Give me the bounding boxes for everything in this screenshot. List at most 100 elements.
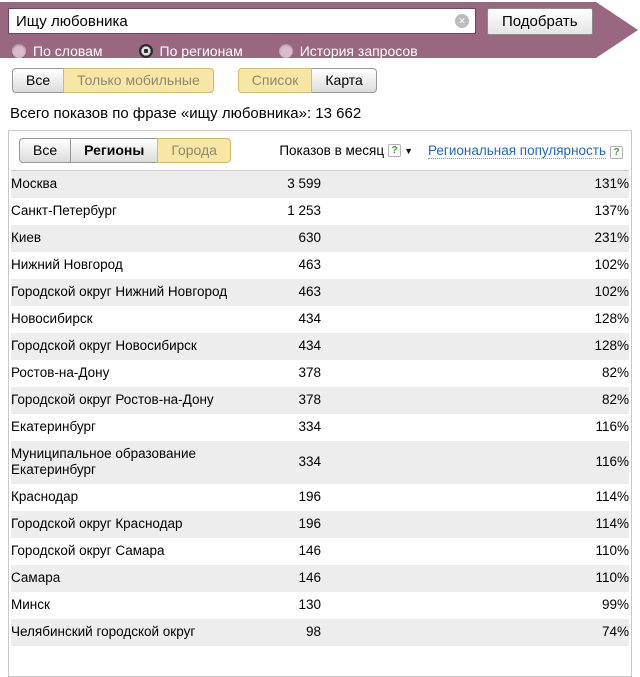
table-row: Городской округ Ростов-на-Дону 378 82% <box>11 387 629 414</box>
popularity-value: 131% <box>321 171 629 198</box>
search-input-wrap: ✕ <box>8 8 476 34</box>
tab-all[interactable]: Все <box>19 138 72 163</box>
shows-column-header[interactable]: Показов в месяц ? ▼ <box>279 143 413 158</box>
regions-data-table: Москва 3 599 131% Санкт-Петербург 1 253 … <box>11 171 629 646</box>
radio-on-icon <box>138 44 153 58</box>
shows-value: 334 <box>241 441 321 484</box>
popularity-value: 128% <box>321 333 629 360</box>
region-name: Санкт-Петербург <box>11 203 117 218</box>
mode-radio-by-regions[interactable]: По регионам <box>138 43 243 59</box>
view-filter-group: Список Карта <box>237 68 377 93</box>
region-name: Нижний Новгород <box>11 257 123 272</box>
table-row: Санкт-Петербург 1 253 137% <box>11 198 629 225</box>
region-name: Киев <box>11 225 241 252</box>
table-row: Ростов-на-Дону 378 82% <box>11 360 629 387</box>
filter-all-button[interactable]: Все <box>12 68 65 93</box>
popularity-value: 116% <box>595 419 629 434</box>
search-input[interactable] <box>8 8 476 34</box>
submit-button[interactable]: Подобрать <box>487 8 593 35</box>
clear-icon[interactable]: ✕ <box>455 14 469 28</box>
shows-value: 196 <box>298 489 321 504</box>
region-name: Городской округ Краснодар <box>11 511 241 538</box>
region-name: Городской округ Ростов-на-Дону <box>11 387 241 414</box>
table-row: Городской округ Нижний Новгород 463 102% <box>11 279 629 306</box>
filters-bar: Все Только мобильные Список Карта <box>12 68 640 93</box>
table-row: Москва 3 599 131% <box>11 171 629 198</box>
search-mode-radios: По словам По регионам История запросов <box>12 43 638 59</box>
table-row: Новосибирск 434 128% <box>11 306 629 333</box>
shows-value: 1 253 <box>287 203 321 218</box>
popularity-value: 102% <box>321 279 629 306</box>
radio-off-icon <box>278 44 293 58</box>
region-name: Самара <box>11 565 241 592</box>
mode-radio-label: По регионам <box>159 43 243 59</box>
popularity-value: 128% <box>594 311 629 326</box>
table-row: Челябинский городской округ 98 74% <box>11 619 629 646</box>
shows-value: 98 <box>241 619 321 646</box>
table-row: Краснодар 196 114% <box>11 484 629 511</box>
help-icon[interactable]: ? <box>388 144 402 157</box>
region-name: Минск <box>11 597 50 612</box>
region-name: Городской округ Новосибирск <box>11 333 241 360</box>
region-name: Городской округ Нижний Новгород <box>11 279 241 306</box>
view-map-button[interactable]: Карта <box>311 68 377 93</box>
tab-cities[interactable]: Города <box>157 138 231 163</box>
popularity-value: 231% <box>321 225 629 252</box>
shows-value: 434 <box>298 311 321 326</box>
shows-value: 463 <box>241 279 321 306</box>
popularity-value: 114% <box>595 489 629 504</box>
popularity-value: 99% <box>601 597 629 612</box>
popularity-value: 74% <box>321 619 629 646</box>
popularity-value: 82% <box>321 387 629 414</box>
table-row: Городской округ Краснодар 196 114% <box>11 511 629 538</box>
popularity-value: 110% <box>595 543 629 558</box>
shows-value: 146 <box>298 543 321 558</box>
popularity-value: 116% <box>321 441 629 484</box>
shows-value: 434 <box>241 333 321 360</box>
tab-regions[interactable]: Регионы <box>70 138 159 163</box>
popularity-column-header: Региональная популярность? <box>428 142 623 159</box>
table-row: Городской округ Новосибирск 434 128% <box>11 333 629 360</box>
help-icon[interactable]: ? <box>610 145 623 159</box>
popularity-value: 82% <box>601 365 629 380</box>
region-scope-tabs: Все Регионы Города <box>19 138 231 163</box>
radio-off-icon <box>12 44 26 58</box>
popularity-value: 102% <box>594 257 629 272</box>
shows-value: 334 <box>298 419 321 434</box>
filter-mobile-only-button[interactable]: Только мобильные <box>63 68 214 93</box>
shows-value: 146 <box>241 565 321 592</box>
shows-value: 630 <box>241 225 321 252</box>
region-name: Новосибирск <box>11 311 93 326</box>
shows-value: 378 <box>241 387 321 414</box>
popularity-value: 110% <box>321 565 629 592</box>
mode-radio-label: По словам <box>33 43 103 59</box>
region-name: Челябинский городской округ <box>11 619 241 646</box>
region-name: Городской округ Самара <box>11 543 165 558</box>
shows-value: 3 599 <box>241 171 321 198</box>
popularity-value: 114% <box>321 511 629 538</box>
table-row: Минск 130 99% <box>11 592 629 619</box>
regions-table: Все Регионы Города Показов в месяц ? ▼ Р… <box>8 130 632 677</box>
region-name: Ростов-на-Дону <box>11 365 110 380</box>
region-name: Муниципальное образование Екатеринбург <box>11 441 241 484</box>
column-headers: Показов в месяц ? ▼ Региональная популяр… <box>279 142 623 159</box>
shows-value: 378 <box>298 365 321 380</box>
mode-radio-by-words[interactable]: По словам <box>12 43 103 59</box>
popularity-value: 137% <box>594 203 629 218</box>
table-row: Нижний Новгород 463 102% <box>11 252 629 279</box>
view-list-button[interactable]: Список <box>237 68 313 93</box>
table-row: Муниципальное образование Екатеринбург 3… <box>11 441 629 484</box>
search-banner: ✕ Подобрать По словам По регионам Истори… <box>0 2 638 59</box>
table-row: Самара 146 110% <box>11 565 629 592</box>
table-row: Киев 630 231% <box>11 225 629 252</box>
table-row: Екатеринбург 334 116% <box>11 414 629 441</box>
region-name: Москва <box>11 171 241 198</box>
mode-radio-label: История запросов <box>299 43 418 59</box>
table-row: Городской округ Самара 146 110% <box>11 538 629 565</box>
popularity-column-link[interactable]: Региональная популярность <box>428 142 606 159</box>
shows-value: 196 <box>241 511 321 538</box>
mode-radio-history[interactable]: История запросов <box>278 43 418 59</box>
sort-desc-icon: ▼ <box>404 145 413 156</box>
region-name: Краснодар <box>11 489 79 504</box>
total-shows-summary: Всего показов по фразе «ищу любовника»: … <box>10 105 362 122</box>
